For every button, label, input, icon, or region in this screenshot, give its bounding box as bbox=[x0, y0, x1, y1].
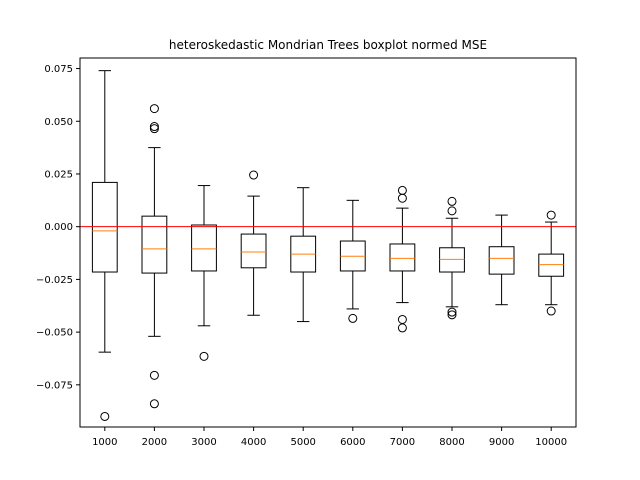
box-group-2000 bbox=[141, 104, 168, 409]
outlier-point bbox=[149, 104, 159, 114]
x-tick-label: 9000 bbox=[489, 437, 514, 448]
iqr-box bbox=[91, 181, 118, 273]
axes: −0.075 −0.050 −0.025 0.000 0.025 0.050 0.075 10… bbox=[36, 64, 567, 448]
iqr-box bbox=[538, 253, 565, 277]
box-group-10000 bbox=[538, 210, 565, 316]
outlier-point bbox=[447, 196, 457, 206]
box-group-7000 bbox=[389, 185, 416, 333]
outlier-point bbox=[149, 122, 159, 132]
x-tick-label: 4000 bbox=[241, 437, 266, 448]
x-tick-label: 8000 bbox=[439, 437, 464, 448]
y-tick-label: 0.050 bbox=[44, 117, 73, 128]
box-group-3000 bbox=[191, 185, 217, 361]
chart-title: heteroskedastic Mondrian Trees boxplot n… bbox=[169, 38, 487, 52]
x-tick-label: 10000 bbox=[535, 437, 567, 448]
y-tick-label: −0.075 bbox=[36, 380, 73, 391]
iqr-box bbox=[141, 215, 168, 274]
box-group-1000 bbox=[91, 70, 118, 421]
box-group-6000 bbox=[339, 199, 366, 323]
plot-area bbox=[80, 70, 576, 421]
outlier-point bbox=[447, 310, 457, 320]
iqr-box bbox=[488, 246, 515, 275]
box-group-5000 bbox=[290, 187, 317, 323]
outlier-point bbox=[447, 307, 457, 317]
x-tick-label: 7000 bbox=[390, 437, 415, 448]
outlier-point bbox=[546, 306, 556, 316]
outlier-point bbox=[447, 206, 457, 216]
iqr-box bbox=[439, 247, 465, 273]
axes-frame bbox=[79, 57, 577, 428]
outlier-point bbox=[149, 370, 159, 380]
outlier-point bbox=[100, 411, 110, 421]
x-tick-label: 6000 bbox=[340, 437, 365, 448]
x-tick-label: 2000 bbox=[142, 437, 167, 448]
outlier-point bbox=[149, 399, 159, 409]
y-tick-label: −0.050 bbox=[36, 328, 73, 339]
outlier-point bbox=[397, 323, 407, 333]
outlier-point bbox=[199, 351, 209, 361]
iqr-box bbox=[389, 243, 416, 272]
outlier-point bbox=[546, 210, 556, 220]
y-tick-label: −0.025 bbox=[36, 275, 73, 286]
y-tick-label: 0.075 bbox=[44, 64, 73, 75]
y-tick-label: 0.000 bbox=[44, 222, 73, 233]
x-tick-label: 1000 bbox=[92, 437, 117, 448]
x-tick-label: 5000 bbox=[290, 437, 315, 448]
outlier-point bbox=[149, 124, 159, 134]
y-tick-label: 0.025 bbox=[44, 169, 73, 180]
outlier-point bbox=[348, 313, 358, 323]
outlier-point bbox=[397, 193, 407, 203]
iqr-box bbox=[240, 233, 267, 269]
iqr-box bbox=[191, 224, 217, 272]
x-tick-label: 3000 bbox=[191, 437, 216, 448]
box-group-4000 bbox=[240, 170, 267, 316]
box-group-9000 bbox=[488, 214, 515, 306]
outlier-point bbox=[249, 170, 259, 180]
box-group-8000 bbox=[439, 196, 465, 320]
